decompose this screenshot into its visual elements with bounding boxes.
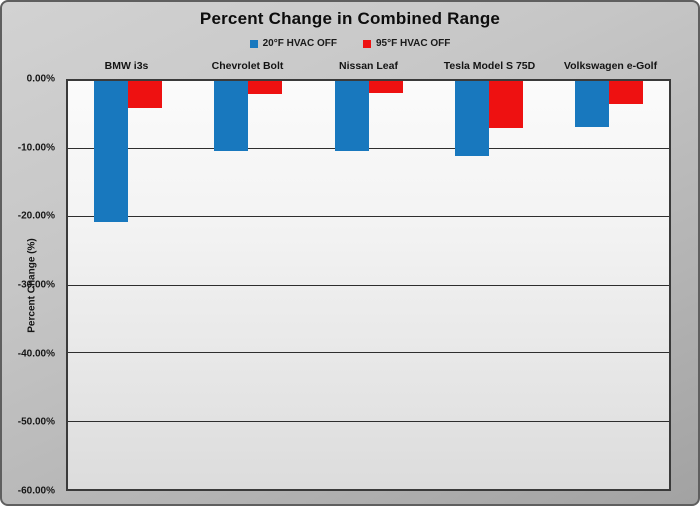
bar	[214, 81, 249, 152]
bar	[94, 81, 129, 222]
chart-legend: 20°F HVAC OFF 95°F HVAC OFF	[2, 38, 698, 49]
y-tick-label: -60.00%	[17, 485, 55, 497]
bar	[248, 81, 283, 94]
gridline	[68, 420, 669, 422]
y-tick-label: -30.00%	[17, 279, 55, 291]
y-tick-label: 0.00%	[26, 73, 55, 85]
gridline	[68, 216, 669, 218]
category-axis: BMW i3s Chevrolet Bolt Nissan Leaf Tesla Mo…	[66, 60, 671, 74]
legend-swatch-hot-icon	[363, 39, 371, 48]
bar	[574, 81, 609, 128]
legend-swatch-cold-icon	[249, 39, 258, 48]
category-label: Tesla Model S 75D	[443, 60, 536, 72]
y-tick-label: -40.00%	[17, 348, 55, 360]
y-tick-label: -50.00%	[17, 416, 55, 428]
gridline	[68, 352, 669, 354]
legend-label-hot: 95°F HVAC OFF	[376, 38, 451, 49]
category-label: Nissan Leaf	[339, 60, 398, 72]
category-label: BMW i3s	[104, 60, 149, 72]
legend-item-hot: 95°F HVAC OFF	[363, 38, 450, 49]
gridline	[68, 284, 669, 286]
bar	[128, 81, 163, 109]
bar	[334, 81, 369, 152]
y-tick-label: -20.00%	[17, 210, 55, 222]
bar	[488, 81, 523, 128]
bar	[608, 81, 643, 105]
chart-title: Percent Change in Combined Range	[199, 9, 501, 28]
category-label: Volkswagen e-Golf	[563, 60, 658, 72]
bar	[454, 81, 489, 156]
category-label: Chevrolet Bolt	[211, 60, 284, 72]
y-tick-label: -10.00%	[17, 142, 55, 154]
legend-item-cold: 20°F HVAC OFF	[249, 38, 337, 49]
plot-area	[66, 79, 671, 491]
gridline	[68, 148, 669, 150]
y-axis-ticks: 0.00% -10.00% -20.00% -30.00% -40.00% -50.00%…	[2, 74, 60, 497]
legend-label-cold: 20°F HVAC OFF	[262, 38, 337, 49]
bar	[368, 81, 403, 93]
